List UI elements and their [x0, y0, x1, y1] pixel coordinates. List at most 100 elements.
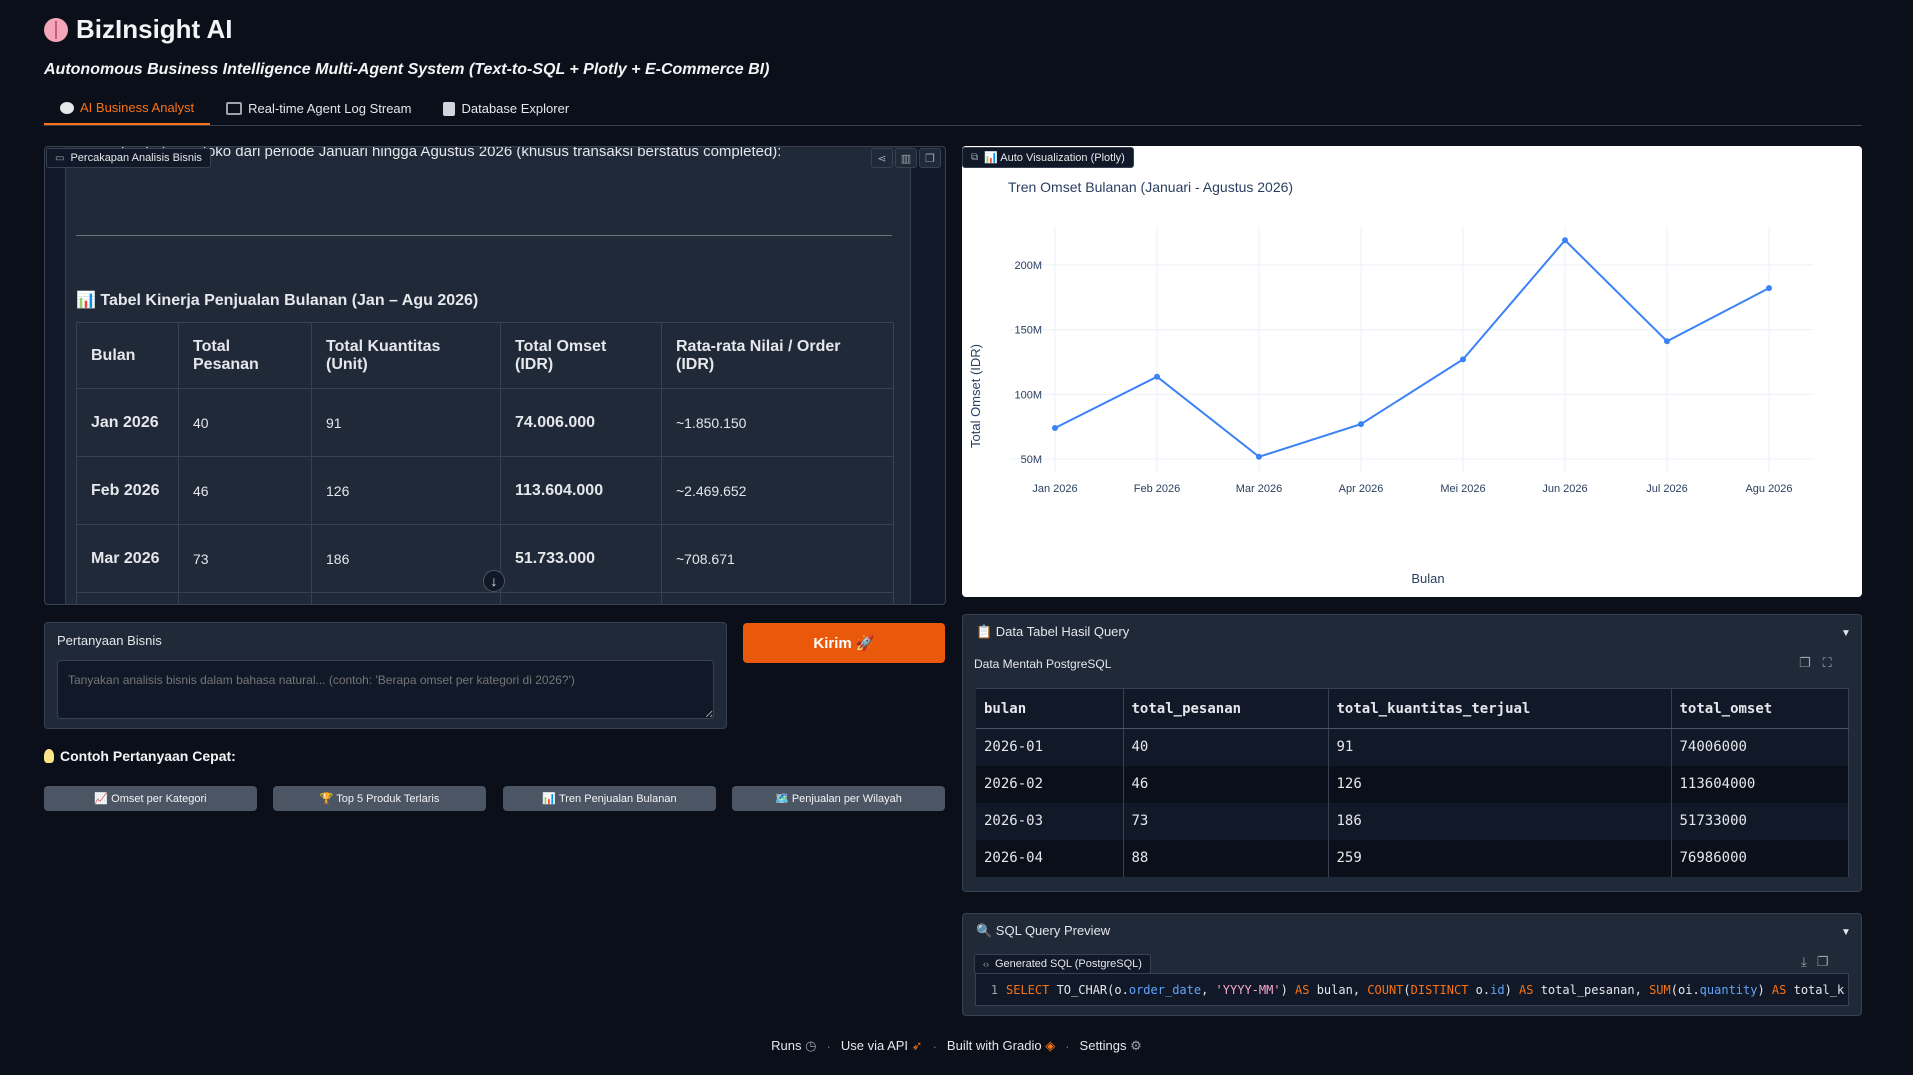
y-tick-label: 100M — [1014, 389, 1042, 401]
sql-code-label-text: Generated SQL (PostgreSQL) — [995, 958, 1142, 970]
footer-runs-link[interactable]: Runs ◷ — [771, 1038, 817, 1053]
gradio-logo-icon: ◈ — [1045, 1038, 1056, 1053]
copy-icon[interactable]: ❐ — [1816, 954, 1829, 969]
copy-icon[interactable]: ❐ — [1799, 655, 1811, 670]
tab-label: Database Explorer — [461, 101, 570, 116]
sql-code-label: ‹› Generated SQL (PostgreSQL) — [974, 954, 1151, 974]
app-title: BizInsight AI — [44, 14, 232, 45]
table-row: 2026-02 46 126 113604000 — [976, 765, 1849, 803]
x-tick-label: Jun 2026 — [1542, 483, 1587, 495]
cell[interactable]: 2026-01 — [976, 728, 1124, 766]
sql-code-block[interactable]: 1 SELECT TO_CHAR(o.order_date, 'YYYY-MM'… — [975, 973, 1849, 1006]
cell-rata-rata: ~1.850.150 — [661, 388, 894, 457]
footer-api-link[interactable]: Use via API ➶ — [840, 1038, 923, 1053]
example-penjualan-wilayah-button[interactable]: 🗺️ Penjualan per Wilayah — [732, 786, 945, 811]
col-total-pesanan[interactable]: total_pesanan — [1123, 688, 1329, 729]
history-icon: ◷ — [805, 1038, 817, 1053]
app-title-text: BizInsight AI — [76, 14, 233, 44]
example-top-produk-button[interactable]: 🏆 Top 5 Produk Terlaris — [273, 786, 486, 811]
footer-settings-link[interactable]: Settings ⚙ — [1079, 1038, 1142, 1053]
example-tren-penjualan-button[interactable]: 📊 Tren Penjualan Bulanan — [503, 786, 716, 811]
cell[interactable]: 40 — [1123, 728, 1329, 766]
cell[interactable]: 2026-03 — [976, 802, 1124, 840]
chat-bubble-icon: ▭ — [55, 152, 65, 164]
chat-intro: penjualan bulanan toko dari periode Janu… — [76, 146, 782, 160]
x-axis-label: Bulan — [1411, 571, 1444, 586]
examples-title-text: Contoh Pertanyaan Cepat: — [60, 748, 236, 764]
chat-toolbar: ⋖ ▥ ❐ — [871, 148, 941, 168]
download-icon[interactable]: ⤓ — [1801, 954, 1807, 969]
chart-title: Tren Omset Bulanan (Januari - Agustus 20… — [1008, 179, 1293, 195]
cell[interactable]: 51733000 — [1671, 802, 1849, 840]
col-total-omset[interactable]: total_omset — [1671, 688, 1849, 729]
cell[interactable]: 113604000 — [1671, 765, 1849, 803]
cell-kuantitas: 126 — [311, 456, 501, 525]
cell-omset: 51.733.000 — [500, 524, 662, 593]
cell-kuantitas: 186 — [311, 524, 501, 593]
data-point — [1766, 285, 1772, 292]
x-tick-label: Jan 2026 — [1032, 483, 1077, 495]
x-tick-label: Mar 2026 — [1236, 483, 1282, 495]
cell-bulan: Jan 2026 — [76, 388, 179, 457]
y-tick-label: 150M — [1014, 325, 1042, 337]
trend-line-chart[interactable]: Tren Omset Bulanan (Januari - Agustus 20… — [962, 146, 1862, 597]
scroll-down-icon[interactable]: ↓ — [483, 570, 505, 592]
sql-accordion-header[interactable]: 🔍 SQL Query Preview — [976, 923, 1110, 939]
cell[interactable]: 76986000 — [1671, 839, 1849, 877]
cell[interactable]: 259 — [1328, 839, 1672, 877]
question-input[interactable] — [57, 660, 714, 719]
cell[interactable]: 2026-02 — [976, 765, 1124, 803]
x-tick-label: Apr 2026 — [1339, 483, 1384, 495]
cell[interactable]: 88 — [1123, 839, 1329, 877]
cell[interactable]: 2026-04 — [976, 839, 1124, 877]
cell[interactable]: 74006000 — [1671, 728, 1849, 766]
footer-gradio-link[interactable]: Built with Gradio ◈ — [946, 1038, 1056, 1053]
data-point — [1052, 424, 1058, 431]
chart-container: Tren Omset Bulanan (Januari - Agustus 20… — [962, 146, 1862, 597]
col-total-kuantitas-terjual[interactable]: total_kuantitas_terjual — [1328, 688, 1672, 729]
examples-title: Contoh Pertanyaan Cepat: — [44, 748, 236, 764]
cell-pesanan: 46 — [178, 456, 312, 525]
data-point — [1154, 373, 1160, 380]
chat-intro-text: penjualan bulanan toko dari periode Janu… — [76, 146, 896, 162]
tab-database-explorer[interactable]: Database Explorer — [427, 94, 585, 125]
chevron-down-icon[interactable]: ▼ — [1841, 628, 1851, 639]
cell-omset: 113.604.000 — [500, 456, 662, 525]
cell[interactable]: 46 — [1123, 765, 1329, 803]
col-bulan: Bulan — [76, 322, 179, 389]
app-subtitle: Autonomous Business Intelligence Multi-A… — [44, 61, 770, 78]
y-axis-label: Total Omset (IDR) — [968, 344, 983, 448]
fullscreen-icon[interactable]: ⛶ — [1822, 655, 1832, 670]
rocket-icon: ➶ — [911, 1038, 923, 1053]
lightbulb-icon — [44, 749, 54, 763]
viz-label: ⧉ 📊 Auto Visualization (Plotly) — [962, 147, 1134, 168]
x-tick-label: Agu 2026 — [1745, 483, 1792, 495]
data-table-accordion-header[interactable]: 📋 Data Tabel Hasil Query — [976, 624, 1129, 640]
query-result-table: bulan total_pesanan total_kuantitas_terj… — [976, 688, 1849, 877]
monitor-icon — [226, 102, 243, 115]
sql-title: 🔍 SQL Query Preview — [976, 923, 1111, 938]
table-header-row: Bulan Total Pesanan Total Kuantitas (Uni… — [76, 322, 894, 389]
cell[interactable]: 126 — [1328, 765, 1672, 803]
chevron-down-icon[interactable]: ▼ — [1841, 927, 1851, 938]
cell[interactable]: 91 — [1328, 728, 1672, 766]
x-tick-label: Feb 2026 — [1134, 483, 1180, 495]
example-omset-kategori-button[interactable]: 📈 Omset per Kategori — [44, 786, 257, 811]
col-total-pesanan: Total Pesanan — [178, 322, 312, 389]
trash-icon[interactable]: ▥ — [895, 148, 917, 168]
send-button[interactable]: Kirim 🚀 — [743, 623, 945, 663]
share-icon[interactable]: ⋖ — [871, 148, 893, 168]
col-total-kuantitas: Total Kuantitas (Unit) — [311, 322, 501, 389]
cell[interactable]: 73 — [1123, 802, 1329, 840]
tab-ai-business-analyst[interactable]: AI Business Analyst — [44, 94, 211, 125]
table-row: Mar 2026 73 186 51.733.000 ~708.671 — [76, 524, 894, 593]
col-bulan[interactable]: bulan — [976, 688, 1124, 729]
chat-label: ▭ Percakapan Analisis Bisnis — [46, 148, 211, 168]
data-point — [1256, 453, 1262, 460]
data-table-subtitle: Data Mentah PostgreSQL — [974, 657, 1112, 671]
line-number: 1 — [990, 982, 998, 997]
copy-icon[interactable]: ❐ — [919, 148, 941, 168]
series-line — [1054, 238, 1770, 458]
tab-agent-log-stream[interactable]: Real-time Agent Log Stream — [210, 94, 427, 125]
cell[interactable]: 186 — [1328, 802, 1672, 840]
